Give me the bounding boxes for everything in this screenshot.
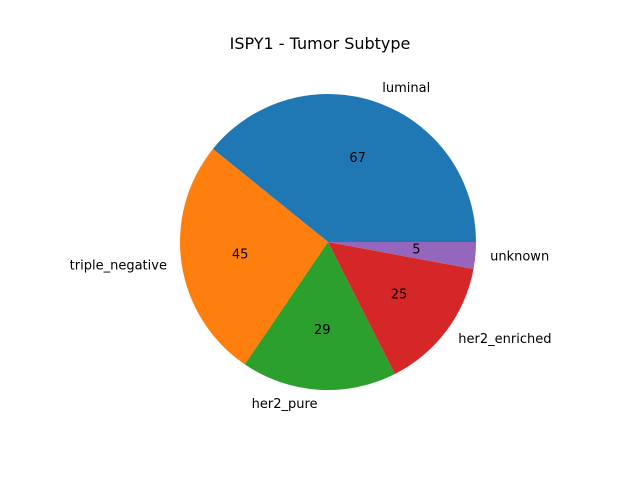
chart-title: ISPY1 - Tumor Subtype bbox=[229, 34, 411, 53]
pie-category-label: luminal bbox=[382, 81, 430, 96]
pie-value-label: 5 bbox=[412, 243, 420, 258]
pie-category-label: unknown bbox=[490, 249, 549, 264]
pie-category-label: her2_enriched bbox=[458, 332, 551, 347]
pie-slice-triple-negative bbox=[180, 148, 328, 365]
pie-category-label: triple_negative bbox=[70, 258, 167, 273]
pie-value-label: 25 bbox=[391, 288, 408, 303]
pie-slice-unknown bbox=[328, 242, 476, 270]
pie-value-label: 45 bbox=[232, 248, 249, 263]
pie-slice-luminal bbox=[212, 94, 477, 243]
pie-slice-her2-enriched bbox=[328, 242, 474, 375]
pie-category-label: her2_pure bbox=[252, 397, 318, 412]
pie-slice-her2-pure bbox=[244, 242, 395, 391]
pie-value-label: 29 bbox=[314, 323, 331, 338]
pie-value-label: 67 bbox=[349, 151, 366, 166]
